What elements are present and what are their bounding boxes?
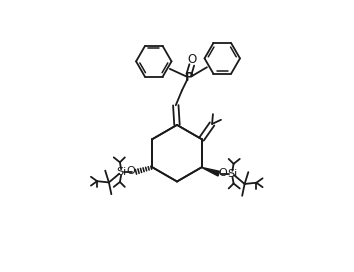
Text: Si: Si [116,167,126,177]
Text: P: P [184,71,193,84]
Text: O: O [188,53,197,66]
Text: O: O [218,168,227,178]
Text: O: O [127,166,135,176]
Text: Si: Si [227,169,238,179]
Polygon shape [201,167,220,176]
